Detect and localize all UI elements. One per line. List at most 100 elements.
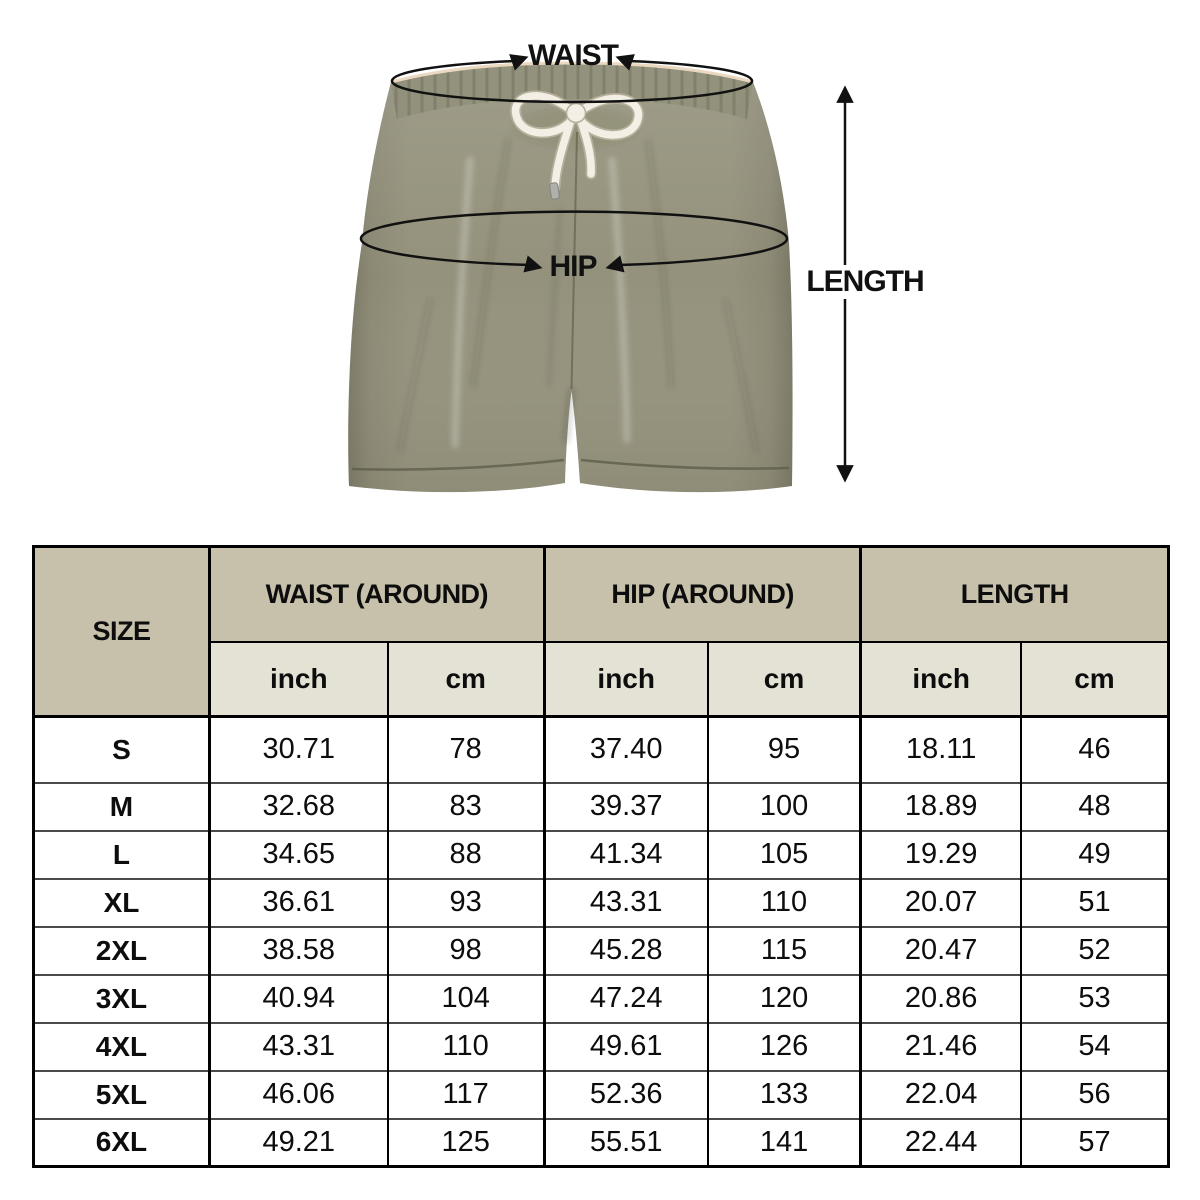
- fabric-wrinkles: [397, 137, 759, 453]
- hip-inch-cell: 39.37: [542, 781, 708, 831]
- waist-inch-cell: 40.94: [207, 973, 388, 1023]
- waist-cm-cell: 78: [386, 715, 545, 783]
- waist-measure-label: WAIST: [528, 39, 619, 72]
- size-cell: 2XL: [33, 925, 210, 975]
- hip-cm-cell: 126: [706, 1021, 861, 1071]
- waist-inch-cell: 38.58: [207, 925, 388, 975]
- hip-inch-cell: 47.24: [542, 973, 708, 1023]
- size-cell: XL: [33, 877, 210, 927]
- hip-measure-ellipse: [359, 210, 789, 267]
- waist-measure-ellipse: [390, 59, 754, 104]
- size-chart-table: SIZE WAIST (AROUND) HIP (AROUND) LENGTH …: [32, 545, 1170, 1168]
- hip-cm-cell: 115: [706, 925, 861, 975]
- hip-arrow-right: [605, 255, 625, 273]
- hip-inch-cell: 49.61: [542, 1021, 708, 1071]
- hip-cm-cell: 141: [706, 1117, 861, 1167]
- waist-cm-cell: 110: [386, 1021, 545, 1071]
- waist-cm-cell: 88: [386, 829, 545, 879]
- waist-cm-cell: 93: [386, 877, 545, 927]
- hip-inch-cell: 41.34: [542, 829, 708, 879]
- hip-inch-cell: 52.36: [542, 1069, 708, 1119]
- waist-arrow-left: [509, 54, 529, 71]
- size-cell: 6XL: [33, 1117, 210, 1167]
- length-inch-cell: 20.86: [859, 973, 1021, 1023]
- table-row: XL 36.61 93 43.31 110 20.07 51: [33, 877, 1169, 927]
- waist-cm-cell: 98: [386, 925, 545, 975]
- length-measure-label: LENGTH: [797, 265, 933, 299]
- shorts-body: [348, 63, 793, 493]
- waist-inch-header: inch: [207, 640, 388, 718]
- table-row: 2XL 38.58 98 45.28 115 20.47 52: [33, 925, 1169, 975]
- table-row: 4XL 43.31 110 49.61 126 21.46 54: [33, 1021, 1169, 1071]
- size-cell: L: [33, 829, 210, 879]
- hip-inch-header: inch: [542, 640, 708, 718]
- hip-cm-header: cm: [706, 640, 861, 718]
- length-cm-cell: 52: [1019, 925, 1169, 975]
- hip-cm-cell: 100: [706, 781, 861, 831]
- length-cm-cell: 56: [1019, 1069, 1169, 1119]
- waist-cm-cell: 104: [386, 973, 545, 1023]
- size-cell: S: [33, 715, 210, 783]
- table-row: 3XL 40.94 104 47.24 120 20.86 53: [33, 973, 1169, 1023]
- hip-cm-cell: 110: [706, 877, 861, 927]
- waist-inch-cell: 46.06: [207, 1069, 388, 1119]
- waist-cm-cell: 125: [386, 1117, 545, 1167]
- length-inch-cell: 21.46: [859, 1021, 1021, 1071]
- table-row: L 34.65 88 41.34 105 19.29 49: [33, 829, 1169, 879]
- length-inch-cell: 20.07: [859, 877, 1021, 927]
- waistband-lining-edge: [390, 61, 754, 84]
- waist-arrow-right: [615, 54, 635, 71]
- hip-measure-label: HIP: [549, 250, 597, 283]
- length-cm-cell: 51: [1019, 877, 1169, 927]
- hip-inch-cell: 45.28: [542, 925, 708, 975]
- length-cm-cell: 57: [1019, 1117, 1169, 1167]
- length-cm-header: cm: [1019, 640, 1169, 718]
- waist-cm-cell: 83: [386, 781, 545, 831]
- hip-cm-cell: 120: [706, 973, 861, 1023]
- length-inch-cell: 22.04: [859, 1069, 1021, 1119]
- hip-inch-cell: 43.31: [542, 877, 708, 927]
- size-cell: M: [33, 781, 210, 831]
- waist-inch-cell: 43.31: [207, 1021, 388, 1071]
- drawstring-knot: [565, 102, 587, 124]
- hip-group-header: HIP (AROUND): [542, 546, 861, 642]
- drawstring-aglet: [549, 182, 560, 200]
- length-cm-cell: 53: [1019, 973, 1169, 1023]
- hip-inch-cell: 55.51: [542, 1117, 708, 1167]
- table-row: 6XL 49.21 125 55.51 141 22.44 57: [33, 1117, 1169, 1167]
- size-cell: 4XL: [33, 1021, 210, 1071]
- size-cell: 5XL: [33, 1069, 210, 1119]
- hip-cm-cell: 133: [706, 1069, 861, 1119]
- shorts-measurement-diagram: WAIST HIP LENGTH: [0, 0, 1200, 545]
- size-column-header: SIZE: [33, 546, 210, 717]
- waist-group-header: WAIST (AROUND): [207, 546, 545, 642]
- length-cm-cell: 46: [1019, 715, 1169, 783]
- waist-inch-cell: 36.61: [207, 877, 388, 927]
- right-hem-stitch: [580, 458, 790, 470]
- length-cm-cell: 49: [1019, 829, 1169, 879]
- waist-cm-header: cm: [386, 640, 545, 718]
- waist-inch-cell: 34.65: [207, 829, 388, 879]
- length-inch-header: inch: [859, 640, 1021, 718]
- length-inch-cell: 22.44: [859, 1117, 1021, 1167]
- length-inch-cell: 19.29: [859, 829, 1021, 879]
- table-row: 5XL 46.06 117 52.36 133 22.04 56: [33, 1069, 1169, 1119]
- waistband: [390, 61, 754, 119]
- drawstring-bow: [510, 90, 644, 200]
- length-cm-cell: 48: [1019, 781, 1169, 831]
- length-inch-cell: 18.89: [859, 781, 1021, 831]
- size-chart-table-wrap: SIZE WAIST (AROUND) HIP (AROUND) LENGTH …: [32, 545, 1170, 1168]
- hip-cm-cell: 105: [706, 829, 861, 879]
- length-cm-cell: 54: [1019, 1021, 1169, 1071]
- waist-inch-cell: 30.71: [207, 715, 388, 783]
- size-cell: 3XL: [33, 973, 210, 1023]
- table-row: S 30.71 78 37.40 95 18.11 46: [33, 715, 1169, 783]
- left-hem-stitch: [351, 458, 565, 471]
- waist-cm-cell: 117: [386, 1069, 545, 1119]
- length-inch-cell: 20.47: [859, 925, 1021, 975]
- hip-cm-cell: 95: [706, 715, 861, 783]
- hip-arrow-left: [523, 255, 543, 273]
- length-group-header: LENGTH: [859, 546, 1169, 642]
- waist-inch-cell: 49.21: [207, 1117, 388, 1167]
